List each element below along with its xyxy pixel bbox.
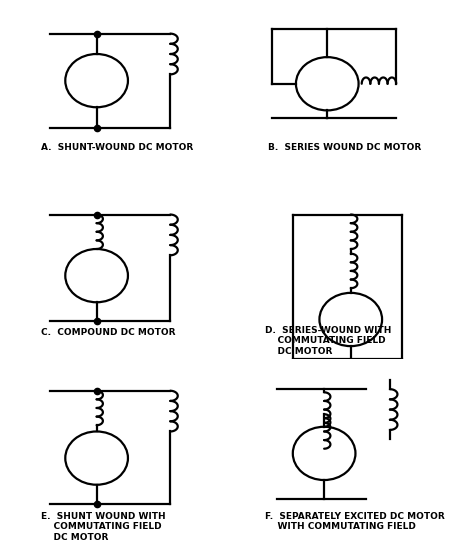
Text: B.  SERIES WOUND DC MOTOR: B. SERIES WOUND DC MOTOR [268,143,421,152]
Text: D.  SERIES-WOUND WITH
    COMMUTATING FIELD
    DC MOTOR: D. SERIES-WOUND WITH COMMUTATING FIELD D… [264,326,391,356]
Text: A.  SHUNT-WOUND DC MOTOR: A. SHUNT-WOUND DC MOTOR [41,143,193,152]
Text: E.  SHUNT WOUND WITH
    COMMUTATING FIELD
    DC MOTOR: E. SHUNT WOUND WITH COMMUTATING FIELD DC… [41,512,165,542]
Text: C.  COMPOUND DC MOTOR: C. COMPOUND DC MOTOR [41,328,175,337]
Text: F.  SEPARATELY EXCITED DC MOTOR
    WITH COMMUTATING FIELD: F. SEPARATELY EXCITED DC MOTOR WITH COMM… [264,512,444,531]
